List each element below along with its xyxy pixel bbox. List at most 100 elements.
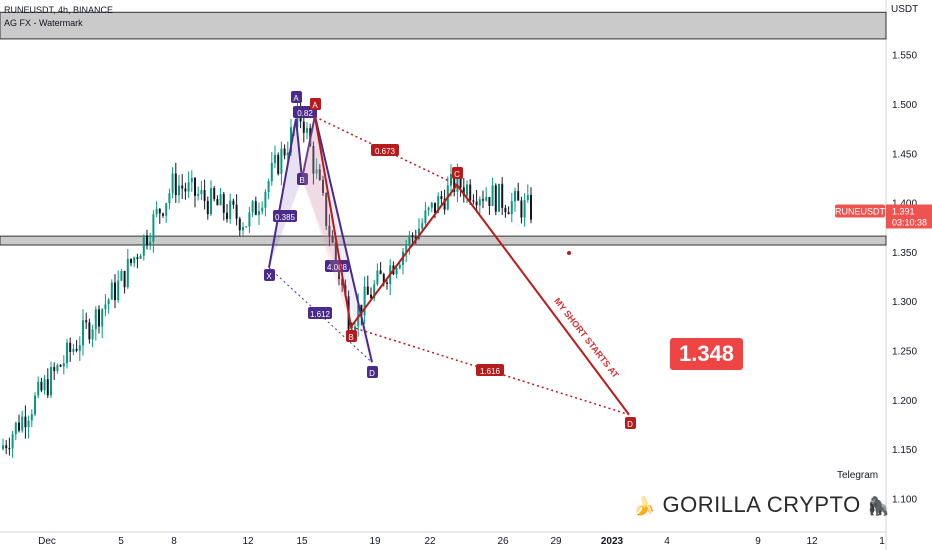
candle-body <box>238 218 241 231</box>
candle-body <box>11 434 14 449</box>
short-note-bullet <box>567 251 571 255</box>
candle-body <box>424 210 427 224</box>
candle-body <box>270 163 273 182</box>
purple-point-marker <box>297 173 308 185</box>
candle-body <box>117 280 120 301</box>
candle-body <box>267 181 270 192</box>
time-tick: 26 <box>497 536 509 547</box>
candle-body <box>517 191 520 201</box>
purple-ratio-badge <box>325 260 349 272</box>
candle-body <box>530 195 532 220</box>
red-point-label: C <box>454 170 460 179</box>
candle-body <box>232 200 235 205</box>
candle-body <box>462 187 465 196</box>
candle-body <box>123 270 126 288</box>
price-tick: 1.200 <box>892 396 917 407</box>
candle-body <box>459 171 462 188</box>
time-tick: 15 <box>296 536 308 547</box>
candle-body <box>21 416 24 431</box>
candle-body <box>514 191 516 202</box>
candle-body <box>443 199 446 210</box>
candle-body <box>450 173 452 186</box>
candle-body <box>526 195 529 201</box>
last-price-tag <box>886 204 932 229</box>
candle-body <box>200 190 203 195</box>
candle-body <box>98 309 100 327</box>
candle-body <box>280 148 283 174</box>
candle-body <box>366 286 369 295</box>
candle-body <box>248 212 251 227</box>
candle-body <box>37 381 40 396</box>
candle-body <box>482 199 484 201</box>
candle-body <box>69 342 72 352</box>
purple-point-marker <box>367 366 378 378</box>
candle-body <box>264 191 267 208</box>
candle-body <box>251 201 254 213</box>
candle-body <box>363 286 366 316</box>
candle-body <box>174 173 177 196</box>
candle-body <box>408 235 411 246</box>
time-tick: 12 <box>242 536 254 547</box>
price-tick: 1.400 <box>892 199 917 210</box>
candle-body <box>373 284 376 299</box>
candle-body <box>5 445 8 449</box>
candle-body <box>520 200 523 218</box>
purple-ratio-label: 0.385 <box>275 213 296 222</box>
candle-body <box>24 416 27 428</box>
candle-body <box>130 259 132 264</box>
time-tick: 5 <box>118 536 124 547</box>
time-tick: 19 <box>369 536 381 547</box>
candle-body <box>322 179 324 193</box>
candle-body <box>168 193 171 204</box>
candle-body <box>226 212 228 220</box>
candle-body <box>184 188 187 192</box>
candle-body <box>56 365 59 371</box>
candle-body <box>62 363 65 367</box>
candle-body <box>27 420 30 428</box>
candle-body <box>46 379 49 396</box>
candle-body <box>341 279 344 286</box>
time-tick: 1 <box>879 536 885 547</box>
red-point-label: D <box>627 420 633 429</box>
purple-leg <box>268 118 297 268</box>
purple-point-label: X <box>266 272 272 281</box>
candle-body <box>110 282 113 300</box>
candle-body <box>261 207 264 212</box>
candle-body <box>235 204 238 219</box>
candle-body <box>507 212 510 215</box>
candle-body <box>66 342 68 364</box>
candle-body <box>434 202 436 213</box>
candle-body <box>523 200 526 218</box>
candle-body <box>491 185 494 207</box>
purple-ratio-label: 4.088 <box>327 263 348 272</box>
price-tick: 1.150 <box>892 445 917 456</box>
candle-body <box>190 177 193 183</box>
candle-body <box>418 228 420 239</box>
red-triangle <box>301 116 351 327</box>
candle-body <box>414 237 417 239</box>
candle-body <box>421 223 424 229</box>
candle-body <box>133 257 136 264</box>
time-tick: Dec <box>38 536 56 547</box>
last-price-label: 1.391 <box>892 206 915 216</box>
candle-body <box>210 188 212 215</box>
candle-body <box>136 257 139 259</box>
candle-body <box>88 322 91 340</box>
candle-body <box>469 184 472 201</box>
red-point-label: B <box>348 333 353 342</box>
candle-body <box>466 184 468 196</box>
candle-body <box>142 235 145 256</box>
candle-body <box>203 190 206 201</box>
candle-body <box>165 203 168 216</box>
candle-body <box>162 213 164 216</box>
red-point-label: A <box>312 101 318 110</box>
candle-body <box>440 196 443 200</box>
candle-body <box>475 201 478 206</box>
candle-body <box>283 148 286 156</box>
candle-body <box>155 208 158 215</box>
purple-ratio-label: 0.82 <box>297 109 313 118</box>
candle-body <box>472 200 475 202</box>
red-ratio-line-ac <box>314 116 458 186</box>
time-tick: 9 <box>755 536 761 547</box>
